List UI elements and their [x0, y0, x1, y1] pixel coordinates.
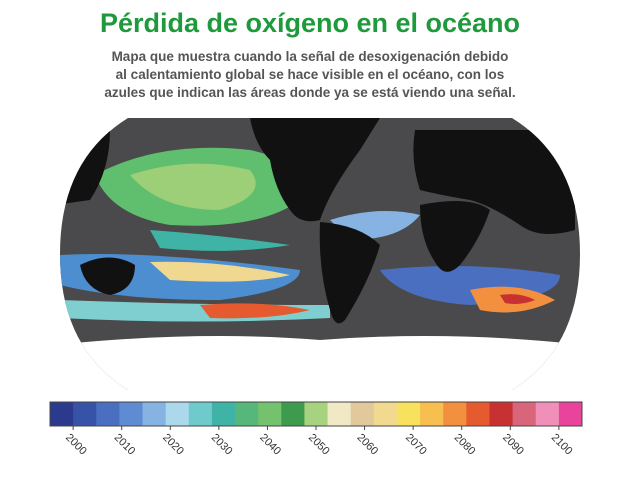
color-swatch — [281, 402, 305, 426]
color-swatch — [489, 402, 514, 426]
color-swatch — [350, 402, 375, 426]
color-swatch — [142, 402, 167, 426]
signal-area — [200, 303, 310, 319]
signal-area — [500, 294, 535, 304]
color-swatch — [443, 402, 467, 426]
color-swatch — [327, 402, 352, 426]
color-swatch — [96, 402, 120, 426]
tick-label: 2030 — [209, 432, 235, 458]
tick-label: 2040 — [257, 432, 283, 458]
africa — [420, 201, 490, 272]
south-america — [319, 222, 380, 324]
color-swatch — [558, 402, 583, 426]
tick-label: 2020 — [160, 432, 186, 458]
color-swatch — [165, 402, 190, 426]
color-swatch — [50, 402, 74, 426]
title: Pérdida de oxígeno en el océano — [100, 8, 520, 38]
color-swatch — [235, 402, 259, 426]
map — [60, 118, 580, 390]
tick-label: 2100 — [549, 432, 575, 458]
tick-label: 2070 — [403, 432, 429, 458]
signal-area — [150, 230, 290, 251]
color-swatch — [119, 402, 144, 426]
tick-label: 2080 — [452, 432, 478, 458]
eurasia — [413, 130, 575, 234]
subtitle-line: al calentamiento global se hace visible … — [116, 67, 505, 82]
color-swatch — [466, 402, 490, 426]
tick-label: 2010 — [112, 432, 138, 458]
tick-label: 2000 — [63, 432, 89, 458]
color-swatch — [258, 402, 282, 426]
color-swatch — [188, 402, 213, 426]
subtitle-line: Mapa que muestra cuando la señal de deso… — [112, 49, 509, 64]
subtitle-line: azules que indican las áreas donde ya se… — [104, 85, 515, 100]
signal-area — [130, 163, 256, 210]
color-swatch — [535, 402, 560, 426]
tick-label: 2050 — [306, 432, 332, 458]
tick-label: 2060 — [354, 432, 380, 458]
color-swatch — [373, 402, 398, 426]
color-swatch — [211, 402, 236, 426]
north-america — [250, 118, 380, 222]
antarctica — [60, 336, 580, 390]
color-swatch — [73, 402, 97, 426]
australia — [80, 257, 135, 295]
color-swatch — [304, 402, 329, 426]
color-swatch — [396, 402, 421, 426]
tick-label: 2090 — [500, 432, 526, 458]
signal-area — [150, 261, 290, 282]
color-legend: 2000 2010 2020 2030 2040 2050 2060 2070 2080 2090… — [49, 401, 583, 458]
color-swatch — [512, 402, 537, 426]
color-swatch — [420, 402, 444, 426]
